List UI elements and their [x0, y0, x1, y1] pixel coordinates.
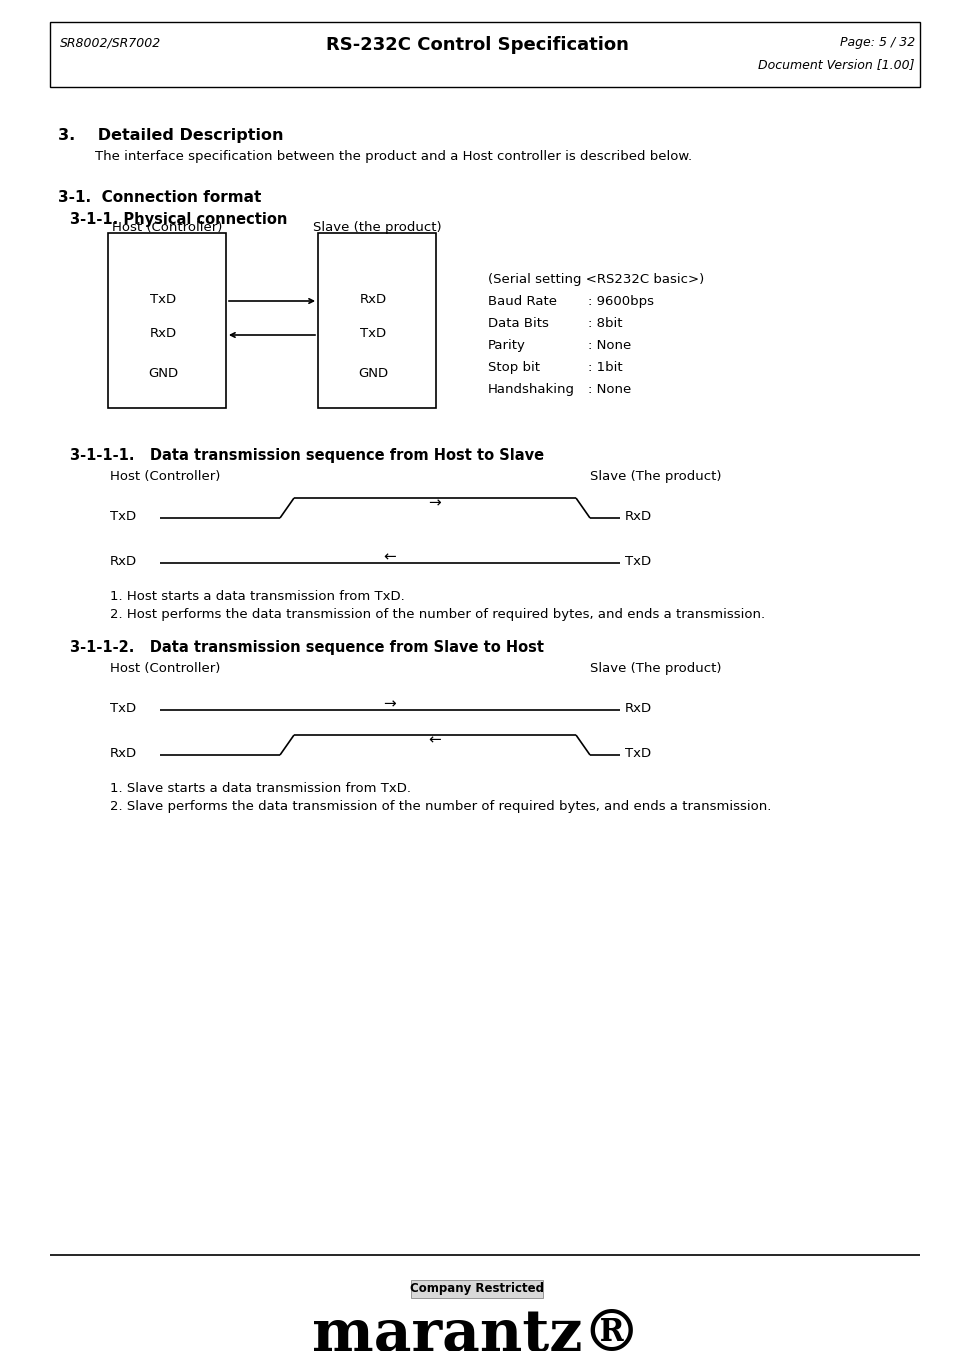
FancyBboxPatch shape: [411, 1279, 542, 1298]
Text: marantz®: marantz®: [313, 1306, 640, 1351]
Text: Stop bit: Stop bit: [488, 361, 539, 374]
Text: TxD: TxD: [110, 509, 136, 523]
Text: Document Version [1.00]: Document Version [1.00]: [758, 58, 914, 72]
Text: The interface specification between the product and a Host controller is describ: The interface specification between the …: [95, 150, 691, 163]
Text: 3-1-1-1.   Data transmission sequence from Host to Slave: 3-1-1-1. Data transmission sequence from…: [70, 449, 543, 463]
Text: 3-1-1. Physical connection: 3-1-1. Physical connection: [70, 212, 287, 227]
Text: : 1bit: : 1bit: [587, 361, 622, 374]
Text: →: →: [383, 696, 395, 711]
Text: RxD: RxD: [150, 327, 176, 340]
Text: Slave (The product): Slave (The product): [589, 470, 720, 484]
Text: RS-232C Control Specification: RS-232C Control Specification: [325, 36, 628, 54]
Text: TxD: TxD: [110, 703, 136, 715]
Text: RxD: RxD: [624, 509, 652, 523]
Text: GND: GND: [357, 367, 388, 380]
Text: 1. Host starts a data transmission from TxD.: 1. Host starts a data transmission from …: [110, 590, 404, 603]
Text: TxD: TxD: [624, 555, 651, 567]
Text: TxD: TxD: [150, 293, 176, 305]
Text: 1. Slave starts a data transmission from TxD.: 1. Slave starts a data transmission from…: [110, 782, 411, 794]
Text: 3.    Detailed Description: 3. Detailed Description: [58, 128, 283, 143]
Text: Handshaking: Handshaking: [488, 382, 575, 396]
Text: : 8bit: : 8bit: [587, 317, 622, 330]
Text: Data Bits: Data Bits: [488, 317, 548, 330]
Text: ←: ←: [383, 549, 395, 563]
Text: Page: 5 / 32: Page: 5 / 32: [839, 36, 914, 49]
Text: Host (Controller): Host (Controller): [112, 222, 222, 234]
Text: SR8002/SR7002: SR8002/SR7002: [60, 36, 161, 49]
Text: Parity: Parity: [488, 339, 525, 353]
Text: Baud Rate: Baud Rate: [488, 295, 557, 308]
Text: : None: : None: [587, 382, 631, 396]
Bar: [50, 22, 919, 86]
Text: GND: GND: [148, 367, 178, 380]
Text: Slave (The product): Slave (The product): [589, 662, 720, 676]
Text: 2. Host performs the data transmission of the number of required bytes, and ends: 2. Host performs the data transmission o…: [110, 608, 764, 621]
Text: ←: ←: [428, 732, 441, 747]
Bar: [317, 232, 436, 408]
Text: →: →: [428, 494, 441, 509]
Text: RxD: RxD: [359, 293, 386, 305]
Text: : 9600bps: : 9600bps: [587, 295, 654, 308]
Text: Host (Controller): Host (Controller): [110, 662, 220, 676]
Text: 3-1.  Connection format: 3-1. Connection format: [58, 190, 261, 205]
Text: TxD: TxD: [624, 747, 651, 761]
Bar: [108, 232, 226, 408]
Text: (Serial setting <RS232C basic>): (Serial setting <RS232C basic>): [488, 273, 703, 286]
Text: 3-1-1-2.   Data transmission sequence from Slave to Host: 3-1-1-2. Data transmission sequence from…: [70, 640, 543, 655]
Text: RxD: RxD: [110, 555, 137, 567]
Text: RxD: RxD: [110, 747, 137, 761]
Text: 2. Slave performs the data transmission of the number of required bytes, and end: 2. Slave performs the data transmission …: [110, 800, 771, 813]
Text: Host (Controller): Host (Controller): [110, 470, 220, 484]
Text: Slave (the product): Slave (the product): [313, 222, 441, 234]
Text: TxD: TxD: [359, 327, 386, 340]
Text: Company Restricted: Company Restricted: [410, 1282, 543, 1296]
Text: RxD: RxD: [624, 703, 652, 715]
Text: : None: : None: [587, 339, 631, 353]
